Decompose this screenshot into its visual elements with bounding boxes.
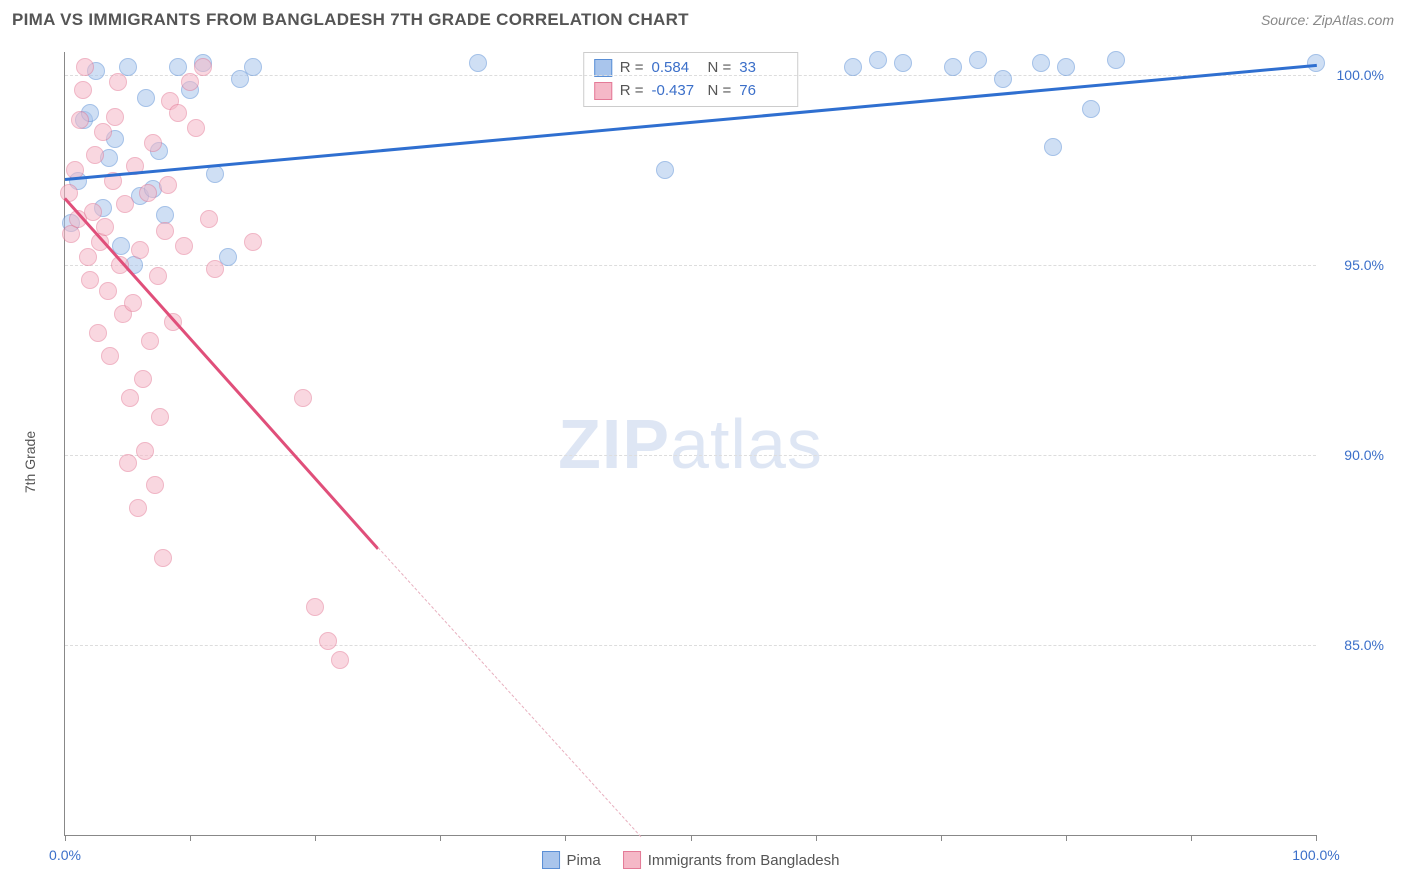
data-point-bangladesh — [294, 389, 312, 407]
y-tick-label: 85.0% — [1324, 637, 1384, 653]
data-point-bangladesh — [134, 370, 152, 388]
stats-row-bangladesh: R = -0.437N = 76 — [594, 80, 788, 103]
data-point-bangladesh — [200, 210, 218, 228]
data-point-pima — [994, 70, 1012, 88]
plot-area: ZIPatlas R = 0.584N = 33R = -0.437N = 76… — [64, 52, 1316, 836]
data-point-pima — [1057, 58, 1075, 76]
data-point-bangladesh — [106, 108, 124, 126]
x-tick-label: 100.0% — [1292, 847, 1339, 863]
data-point-bangladesh — [109, 73, 127, 91]
x-tick — [1316, 835, 1317, 841]
x-tick — [1066, 835, 1067, 841]
legend-label: Pima — [567, 852, 601, 869]
data-point-bangladesh — [94, 123, 112, 141]
x-tick — [315, 835, 316, 841]
gridline — [65, 645, 1316, 646]
data-point-bangladesh — [156, 222, 174, 240]
data-point-bangladesh — [84, 203, 102, 221]
data-point-bangladesh — [76, 58, 94, 76]
data-point-pima — [1082, 100, 1100, 118]
gridline — [65, 265, 1316, 266]
data-point-bangladesh — [131, 241, 149, 259]
legend-swatch — [623, 851, 641, 869]
chart-title: PIMA VS IMMIGRANTS FROM BANGLADESH 7TH G… — [12, 10, 689, 30]
y-tick-label: 90.0% — [1324, 447, 1384, 463]
trend-line-dashed-bangladesh — [378, 547, 642, 837]
data-point-bangladesh — [121, 389, 139, 407]
data-point-pima — [1107, 51, 1125, 69]
data-point-bangladesh — [244, 233, 262, 251]
x-tick — [941, 835, 942, 841]
y-tick-label: 95.0% — [1324, 257, 1384, 273]
legend: Pima Immigrants from Bangladesh — [542, 851, 840, 869]
data-point-pima — [656, 161, 674, 179]
correlation-stats-box: R = 0.584N = 33R = -0.437N = 76 — [583, 52, 799, 107]
stats-row-pima: R = 0.584N = 33 — [594, 57, 788, 80]
data-point-bangladesh — [146, 476, 164, 494]
data-point-bangladesh — [129, 499, 147, 517]
data-point-bangladesh — [86, 146, 104, 164]
data-point-bangladesh — [81, 271, 99, 289]
data-point-pima — [1032, 54, 1050, 72]
x-tick — [440, 835, 441, 841]
data-point-pima — [969, 51, 987, 69]
data-point-bangladesh — [71, 111, 89, 129]
data-point-bangladesh — [99, 282, 117, 300]
data-point-pima — [137, 89, 155, 107]
x-tick — [65, 835, 66, 841]
gridline — [65, 455, 1316, 456]
data-point-bangladesh — [151, 408, 169, 426]
data-point-bangladesh — [159, 176, 177, 194]
data-point-bangladesh — [306, 598, 324, 616]
data-point-bangladesh — [331, 651, 349, 669]
y-axis-title: 7th Grade — [22, 431, 38, 493]
data-point-pima — [944, 58, 962, 76]
data-point-bangladesh — [124, 294, 142, 312]
data-point-bangladesh — [144, 134, 162, 152]
data-point-bangladesh — [154, 549, 172, 567]
data-point-pima — [894, 54, 912, 72]
data-point-pima — [869, 51, 887, 69]
data-point-pima — [1044, 138, 1062, 156]
data-point-bangladesh — [60, 184, 78, 202]
data-point-bangladesh — [89, 324, 107, 342]
data-point-pima — [844, 58, 862, 76]
x-tick-label: 0.0% — [49, 847, 81, 863]
data-point-bangladesh — [194, 58, 212, 76]
watermark: ZIPatlas — [558, 404, 823, 484]
data-point-pima — [469, 54, 487, 72]
legend-swatch — [542, 851, 560, 869]
data-point-bangladesh — [169, 104, 187, 122]
data-point-bangladesh — [141, 332, 159, 350]
data-point-bangladesh — [206, 260, 224, 278]
chart-container: 7th Grade ZIPatlas R = 0.584N = 33R = -0… — [12, 44, 1394, 880]
source-attribution: Source: ZipAtlas.com — [1261, 12, 1394, 28]
y-tick-label: 100.0% — [1324, 67, 1384, 83]
x-tick — [816, 835, 817, 841]
x-tick — [691, 835, 692, 841]
data-point-bangladesh — [175, 237, 193, 255]
data-point-bangladesh — [101, 347, 119, 365]
legend-label: Immigrants from Bangladesh — [648, 852, 840, 869]
x-tick — [190, 835, 191, 841]
x-tick — [565, 835, 566, 841]
data-point-bangladesh — [74, 81, 92, 99]
data-point-bangladesh — [149, 267, 167, 285]
data-point-pima — [244, 58, 262, 76]
data-point-bangladesh — [139, 184, 157, 202]
data-point-bangladesh — [181, 73, 199, 91]
data-point-bangladesh — [136, 442, 154, 460]
legend-item: Pima — [542, 851, 601, 869]
swatch-bangladesh — [594, 82, 612, 100]
data-point-bangladesh — [319, 632, 337, 650]
data-point-bangladesh — [187, 119, 205, 137]
data-point-bangladesh — [79, 248, 97, 266]
data-point-bangladesh — [119, 454, 137, 472]
legend-item: Immigrants from Bangladesh — [623, 851, 840, 869]
data-point-bangladesh — [116, 195, 134, 213]
x-tick — [1191, 835, 1192, 841]
data-point-pima — [169, 58, 187, 76]
